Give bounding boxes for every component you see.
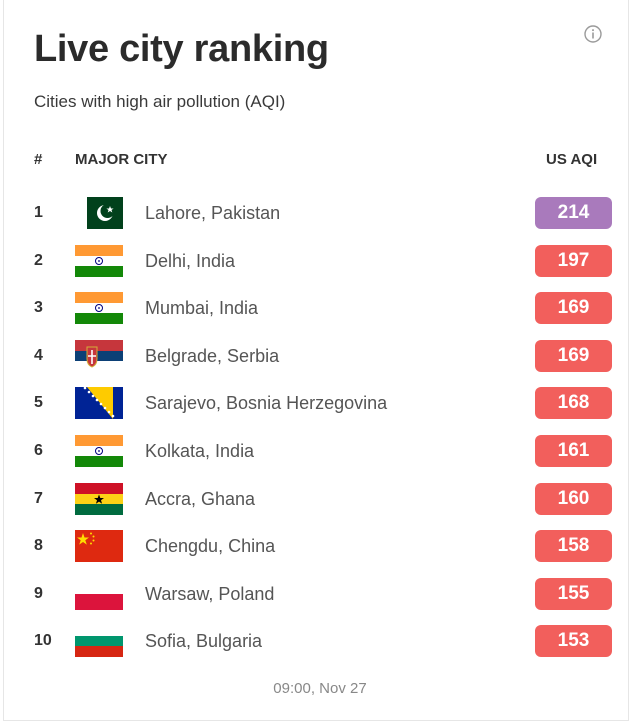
serbia-flag-icon [75, 339, 123, 372]
rank-number: 2 [34, 251, 43, 269]
city-name[interactable]: Lahore, Pakistan [145, 203, 281, 223]
city-name[interactable]: Sarajevo, Bosnia Herzegovina [145, 393, 388, 414]
city-name[interactable]: Kolkata, India [145, 440, 255, 461]
aqi-badge: 153 [535, 625, 612, 658]
city-name[interactable]: Mumbai, India [145, 298, 259, 319]
info-icon[interactable] [584, 25, 602, 43]
aqi-badge: 169 [535, 339, 612, 372]
ranking-row[interactable]: 9 Warsaw, Poland 155 [4, 570, 632, 618]
bulgaria-flag-icon [75, 625, 123, 658]
ranking-row[interactable]: 6 Kolkata, India 161 [4, 427, 632, 475]
page-title: Live city ranking [34, 28, 329, 70]
ranking-row[interactable]: 5 Sarajevo, Bosnia Herzegovina 168 [4, 379, 632, 427]
aqi-badge: 158 [535, 530, 612, 563]
ranking-row[interactable]: 3 Mumbai, India 169 [4, 284, 632, 332]
ranking-card: Live city ranking Cities with high air p… [3, 0, 629, 721]
aqi-column-header: US AQI [546, 151, 598, 168]
rank-number: 10 [34, 632, 52, 650]
aqi-badge: 197 [535, 244, 612, 277]
ranking-list: 1 Lahore, Pakistan 214 2 Delhi, India 19… [4, 189, 632, 665]
aqi-badge: 160 [535, 482, 612, 515]
ghana-flag-icon [75, 482, 123, 515]
rank-number: 8 [34, 537, 43, 555]
aqi-badge: 169 [535, 292, 612, 325]
ranking-row[interactable]: 1 Lahore, Pakistan 214 [4, 189, 632, 237]
city-name[interactable]: Chengdu, China [145, 536, 276, 557]
rank-number: 6 [34, 441, 43, 459]
india-flag-icon [75, 434, 123, 467]
city-name[interactable]: Belgrade, Serbia [145, 345, 280, 366]
rank-number: 1 [34, 204, 43, 221]
aqi-badge: 168 [535, 387, 612, 420]
india-flag-icon [75, 292, 123, 325]
aqi-badge: 214 [535, 197, 612, 229]
aqi-badge: 155 [535, 577, 612, 610]
rank-column-header: # [34, 151, 43, 168]
rank-number: 7 [34, 489, 43, 507]
page-subtitle: Cities with high air pollution (AQI) [34, 92, 286, 111]
aqi-badge: 161 [535, 434, 612, 467]
city-name[interactable]: Accra, Ghana [145, 488, 256, 509]
rank-number: 9 [34, 584, 43, 602]
pakistan-flag-icon [75, 197, 123, 229]
city-name[interactable]: Sofia, Bulgaria [145, 631, 263, 652]
city-name[interactable]: Delhi, India [145, 250, 236, 271]
rank-number: 4 [34, 346, 43, 364]
ranking-row[interactable]: 10 Sofia, Bulgaria 153 [4, 617, 632, 665]
ranking-row[interactable]: 2 Delhi, India 197 [4, 237, 632, 285]
rank-number: 5 [34, 394, 43, 412]
rank-number: 3 [34, 299, 43, 317]
poland-flag-icon [75, 577, 123, 610]
china-flag-icon [75, 530, 123, 563]
city-column-header: MAJOR CITY [75, 151, 168, 168]
india-flag-icon [75, 244, 123, 277]
ranking-row[interactable]: 7 Accra, Ghana 160 [4, 475, 632, 523]
ranking-row[interactable]: 4 Belgrade, Serbia 169 [4, 332, 632, 380]
bosnia-flag-icon [75, 387, 123, 420]
ranking-row[interactable]: 8 Chengdu, China 158 [4, 522, 632, 570]
city-name[interactable]: Warsaw, Poland [145, 583, 275, 604]
update-timestamp: 09:00, Nov 27 [273, 680, 367, 697]
